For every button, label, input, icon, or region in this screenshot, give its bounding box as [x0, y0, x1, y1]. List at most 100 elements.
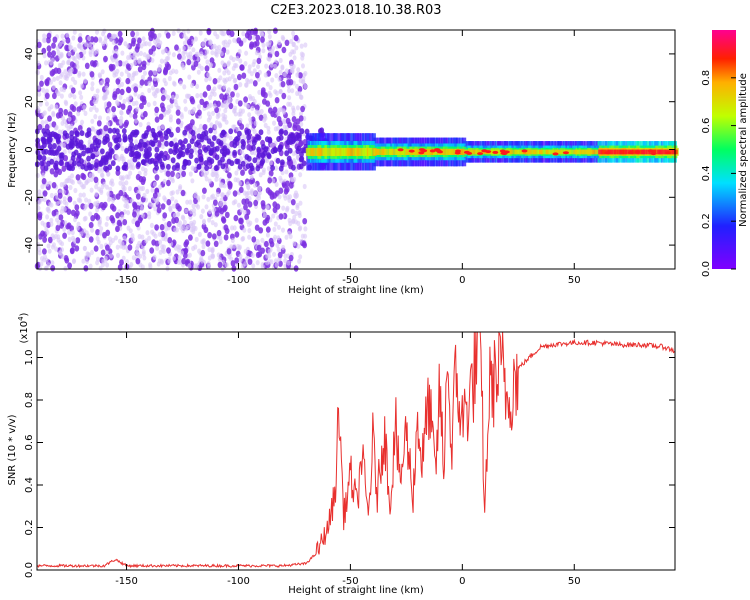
noise-speckle	[74, 245, 80, 252]
noise-speckle	[267, 248, 272, 254]
noise-speckle	[278, 187, 284, 194]
noise-speckle	[197, 148, 203, 155]
noise-speckle	[181, 170, 187, 178]
noise-speckle	[292, 214, 297, 220]
noise-speckle	[266, 129, 271, 135]
noise-speckle	[156, 125, 161, 131]
signal-cell	[509, 149, 514, 155]
noise-speckle	[98, 230, 103, 236]
noise-speckle	[172, 81, 177, 87]
noise-speckle	[151, 91, 156, 97]
colorbar-tick-label: 0.2	[701, 213, 712, 229]
noise-speckle	[278, 260, 283, 267]
noise-speckle	[208, 39, 213, 45]
signal-cell	[624, 149, 629, 155]
noise-speckle	[70, 115, 76, 122]
noise-speckle	[249, 165, 255, 172]
noise-speckle	[299, 155, 305, 162]
noise-speckle	[111, 197, 115, 203]
noise-speckle	[125, 77, 131, 85]
noise-speckle	[209, 122, 214, 128]
noise-speckle	[63, 69, 68, 75]
y-tick-label: 40	[24, 48, 35, 61]
noise-speckle	[206, 27, 212, 35]
noise-speckle	[188, 199, 193, 205]
noise-speckle	[247, 112, 252, 118]
noise-speckle	[184, 239, 190, 246]
noise-speckle	[93, 36, 99, 43]
noise-speckle	[51, 182, 57, 189]
noise-speckle	[277, 194, 282, 200]
noise-speckle	[195, 83, 200, 89]
noise-speckle	[288, 254, 294, 262]
signal-cell	[375, 148, 380, 155]
noise-speckle	[260, 264, 265, 270]
noise-speckle	[96, 129, 101, 136]
noise-speckle	[132, 60, 137, 66]
noise-speckle	[108, 236, 112, 242]
noise-speckle	[203, 226, 209, 233]
noise-speckle	[200, 258, 205, 264]
noise-speckle	[270, 110, 276, 118]
noise-speckle	[296, 243, 301, 249]
noise-speckle	[211, 135, 217, 141]
noise-speckle	[152, 192, 158, 199]
noise-speckle	[57, 192, 63, 199]
noise-speckle	[170, 196, 175, 202]
noise-speckle	[58, 107, 64, 115]
noise-speckle	[214, 169, 219, 176]
noise-speckle	[280, 64, 285, 70]
noise-speckle	[295, 105, 300, 111]
noise-speckle	[144, 156, 150, 163]
noise-speckle	[242, 37, 247, 43]
noise-speckle	[252, 35, 257, 41]
noise-speckle	[252, 150, 257, 156]
noise-speckle	[41, 178, 47, 185]
noise-speckle	[253, 120, 258, 126]
noise-speckle	[191, 245, 196, 252]
noise-speckle	[120, 81, 125, 87]
noise-speckle	[236, 126, 240, 132]
noise-speckle	[300, 55, 305, 61]
noise-speckle	[101, 203, 106, 211]
noise-speckle	[203, 160, 209, 167]
noise-speckle	[142, 110, 148, 118]
signal-cell	[574, 149, 579, 155]
noise-speckle	[42, 33, 47, 39]
noise-speckle	[139, 102, 144, 110]
noise-speckle	[193, 193, 198, 199]
noise-speckle	[233, 177, 238, 183]
noise-speckle	[192, 166, 197, 172]
noise-speckle	[261, 203, 266, 210]
noise-speckle	[249, 188, 254, 194]
noise-speckle	[158, 113, 164, 120]
noise-speckle	[202, 91, 208, 98]
noise-speckle	[73, 101, 78, 107]
noise-speckle	[93, 245, 99, 252]
noise-speckle	[211, 233, 217, 240]
noise-speckle	[101, 95, 106, 101]
noise-speckle	[204, 176, 209, 182]
noise-speckle	[273, 147, 278, 154]
noise-speckle	[145, 230, 150, 236]
noise-speckle	[215, 114, 220, 120]
signal-cell	[519, 149, 524, 155]
noise-speckle	[245, 209, 251, 216]
noise-speckle	[218, 122, 223, 128]
noise-speckle	[69, 134, 75, 141]
noise-speckle	[254, 217, 259, 223]
noise-speckle	[146, 125, 152, 132]
noise-speckle	[297, 226, 302, 232]
noise-speckle	[75, 225, 80, 231]
noise-speckle	[56, 49, 61, 56]
noise-speckle	[264, 136, 270, 143]
noise-speckle	[163, 130, 169, 137]
noise-speckle	[118, 119, 123, 125]
noise-speckle	[44, 123, 50, 131]
noise-speckle	[156, 154, 162, 161]
noise-speckle	[63, 255, 69, 262]
noise-speckle	[298, 72, 303, 79]
noise-speckle	[256, 146, 262, 153]
signal-cell	[538, 149, 544, 155]
noise-speckle	[59, 93, 64, 99]
